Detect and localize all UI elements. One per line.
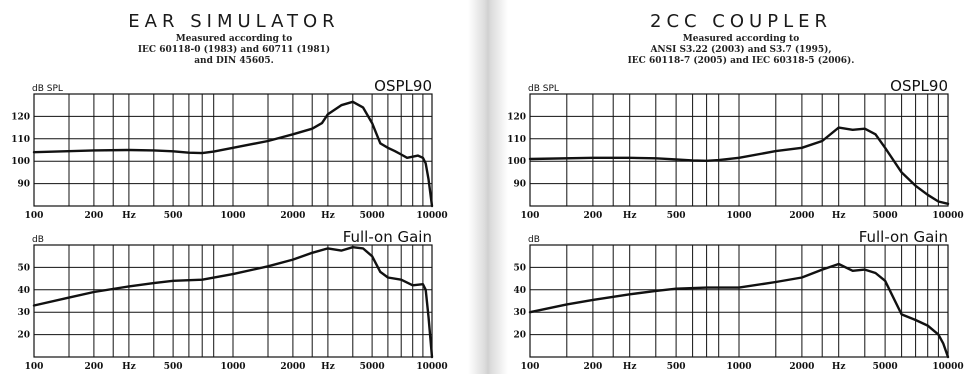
panel-title: 2CC COUPLER bbox=[650, 11, 832, 32]
y-tick-label: 30 bbox=[17, 308, 30, 318]
2cc-coupler-charts: 90 100 110 120 100 200 Hz 500 1000 2000 Hz 5000 1000… bbox=[507, 77, 963, 372]
response-curve bbox=[528, 126, 950, 206]
x-tick-label: 200 bbox=[584, 211, 603, 221]
x-tick-label: 10000 bbox=[416, 362, 447, 372]
grid-lines bbox=[530, 94, 948, 206]
x-tick-label: 2000 bbox=[789, 362, 814, 372]
x-tick-label: 500 bbox=[667, 211, 686, 221]
description-line: IEC 60118-0 (1983) and 60711 (1981) bbox=[137, 45, 331, 55]
description-line: Measured according to bbox=[175, 34, 293, 44]
x-tick-label: 2000 bbox=[280, 362, 305, 372]
y-tick-label: 50 bbox=[17, 263, 30, 273]
chart-title: Full-on Gain bbox=[859, 228, 948, 246]
description-line: Measured according to bbox=[682, 34, 800, 44]
grid-lines bbox=[34, 245, 432, 357]
x-tick-label: 200 bbox=[584, 362, 603, 372]
y-tick-label: 110 bbox=[507, 135, 526, 145]
panel-description: Measured according to IEC 60118-0 (1983)… bbox=[0, 34, 468, 67]
chart-title: OSPL90 bbox=[374, 77, 432, 95]
response-curve bbox=[32, 245, 434, 359]
plot-frame bbox=[33, 93, 433, 207]
2cc-coupler-full-on-gain-chart: 20 30 40 50 100 200 Hz 500 1000 2000 Hz 5000 10000 dB… bbox=[513, 228, 963, 372]
y-tick-label: 20 bbox=[513, 331, 526, 341]
y-tick-label: 100 bbox=[507, 157, 526, 167]
x-tick-label: 10000 bbox=[932, 211, 963, 221]
x-tick-label: Hz bbox=[623, 362, 637, 372]
x-tick-label: 500 bbox=[164, 362, 183, 372]
panel-title: EAR SIMULATOR bbox=[128, 11, 340, 32]
description-line: ANSI S3.22 (2003) and S3.7 (1995), bbox=[650, 45, 832, 55]
x-tick-label: 100 bbox=[521, 362, 540, 372]
x-tick-label: Hz bbox=[122, 211, 136, 221]
y-tick-label: 50 bbox=[513, 263, 526, 273]
ear-simulator-charts: 90 100 110 120 100 200 Hz 500 1000 2000 Hz 5000 1000… bbox=[11, 77, 447, 372]
y-tick-label: 30 bbox=[513, 308, 526, 318]
x-tick-label: 10000 bbox=[416, 211, 447, 221]
plot-frame bbox=[529, 93, 949, 207]
x-tick-label: 5000 bbox=[360, 211, 385, 221]
x-tick-label: 1000 bbox=[726, 211, 751, 221]
x-tick-label: Hz bbox=[122, 362, 136, 372]
x-tick-label: 5000 bbox=[360, 362, 385, 372]
y-tick-label: 100 bbox=[11, 157, 30, 167]
x-tick-label: Hz bbox=[321, 211, 335, 221]
y-tick-label: 20 bbox=[17, 331, 30, 341]
y-tick-label: 110 bbox=[11, 135, 30, 145]
x-tick-label: 500 bbox=[164, 211, 183, 221]
y-axis-unit-label: dB SPL bbox=[528, 84, 559, 94]
y-tick-label: 40 bbox=[17, 286, 30, 296]
grid-lines bbox=[530, 245, 948, 357]
ear-simulator-full-on-gain-chart: 20 30 40 50 100 200 Hz 500 1000 2000 Hz 5000 10000 dB… bbox=[17, 228, 447, 372]
y-tick-label: 40 bbox=[513, 286, 526, 296]
y-axis-unit-label: dB SPL bbox=[32, 84, 63, 94]
x-tick-label: Hz bbox=[832, 211, 846, 221]
ear-simulator-panel: EAR SIMULATOR Measured according to IEC … bbox=[0, 0, 468, 374]
plot-frame bbox=[529, 244, 949, 358]
x-tick-label: 500 bbox=[667, 362, 686, 372]
description-line: and DIN 45605. bbox=[194, 56, 274, 66]
y-tick-label: 120 bbox=[507, 112, 526, 122]
x-tick-label: 100 bbox=[25, 362, 44, 372]
x-tick-label: Hz bbox=[623, 211, 637, 221]
2cc-coupler-panel: 2CC COUPLER Measured according to ANSI S… bbox=[507, 0, 974, 374]
x-tick-label: 100 bbox=[521, 211, 540, 221]
x-tick-label: 100 bbox=[25, 211, 44, 221]
x-tick-label: 2000 bbox=[280, 211, 305, 221]
x-tick-label: 1000 bbox=[220, 362, 245, 372]
panel-separator bbox=[468, 0, 508, 374]
x-tick-label: 2000 bbox=[789, 211, 814, 221]
x-tick-label: Hz bbox=[321, 362, 335, 372]
y-axis-unit-label: dB bbox=[528, 235, 540, 245]
x-tick-label: 5000 bbox=[873, 362, 898, 372]
x-tick-label: 5000 bbox=[873, 211, 898, 221]
ear-simulator-ospl90-chart: 90 100 110 120 100 200 Hz 500 1000 2000 Hz 5000 1000… bbox=[11, 77, 447, 221]
2cc-coupler-ospl90-chart: 90 100 110 120 100 200 Hz 500 1000 2000 Hz 5000 1000… bbox=[507, 77, 963, 221]
y-axis-unit-label: dB bbox=[32, 235, 44, 245]
response-curve bbox=[528, 262, 950, 359]
x-tick-label: 10000 bbox=[932, 362, 963, 372]
plot-frame bbox=[33, 244, 433, 358]
x-tick-label: 1000 bbox=[726, 362, 751, 372]
x-tick-label: Hz bbox=[832, 362, 846, 372]
chart-title: OSPL90 bbox=[890, 77, 948, 95]
y-tick-label: 90 bbox=[513, 180, 526, 190]
x-tick-label: 200 bbox=[85, 211, 104, 221]
response-curve bbox=[32, 100, 434, 208]
y-tick-label: 120 bbox=[11, 112, 30, 122]
panel-description: Measured according to ANSI S3.22 (2003) … bbox=[508, 34, 974, 67]
x-tick-label: 1000 bbox=[220, 211, 245, 221]
description-line: IEC 60118-7 (2005) and IEC 60318-5 (2006… bbox=[627, 56, 855, 66]
x-tick-label: 200 bbox=[85, 362, 104, 372]
y-tick-label: 90 bbox=[17, 180, 30, 190]
chart-title: Full-on Gain bbox=[343, 228, 432, 246]
